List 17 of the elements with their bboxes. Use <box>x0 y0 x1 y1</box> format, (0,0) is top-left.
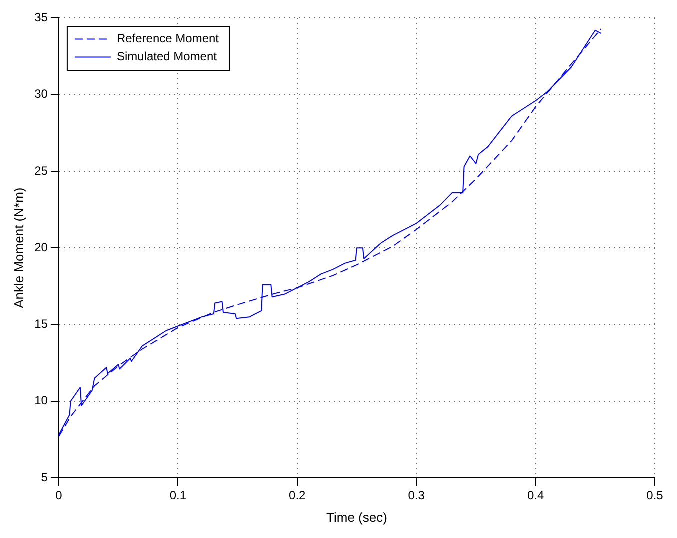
y-tick-label: 30 <box>34 87 48 102</box>
x-tick-label: 0.4 <box>527 488 544 503</box>
legend-label: Reference Moment <box>116 32 220 46</box>
legend-label: Simulated Moment <box>116 50 218 64</box>
y-tick-label: 15 <box>34 317 48 332</box>
x-tick-label: 0.2 <box>289 488 306 503</box>
y-axis-title: Ankle Moment (N*m) <box>11 188 26 308</box>
y-tick-label: 25 <box>34 164 48 178</box>
y-tick-label: 5 <box>41 470 48 484</box>
x-tick-label: 0.5 <box>646 488 664 503</box>
x-tick-label: 0.1 <box>170 488 187 503</box>
y-tick-label: 35 <box>34 10 48 25</box>
x-tick-label: 0.3 <box>408 488 426 503</box>
x-tick-label: 0 <box>56 488 63 503</box>
y-tick-label: 20 <box>34 240 48 254</box>
y-tick-label: 10 <box>34 394 48 408</box>
x-axis-title: Time (sec) <box>326 510 388 525</box>
